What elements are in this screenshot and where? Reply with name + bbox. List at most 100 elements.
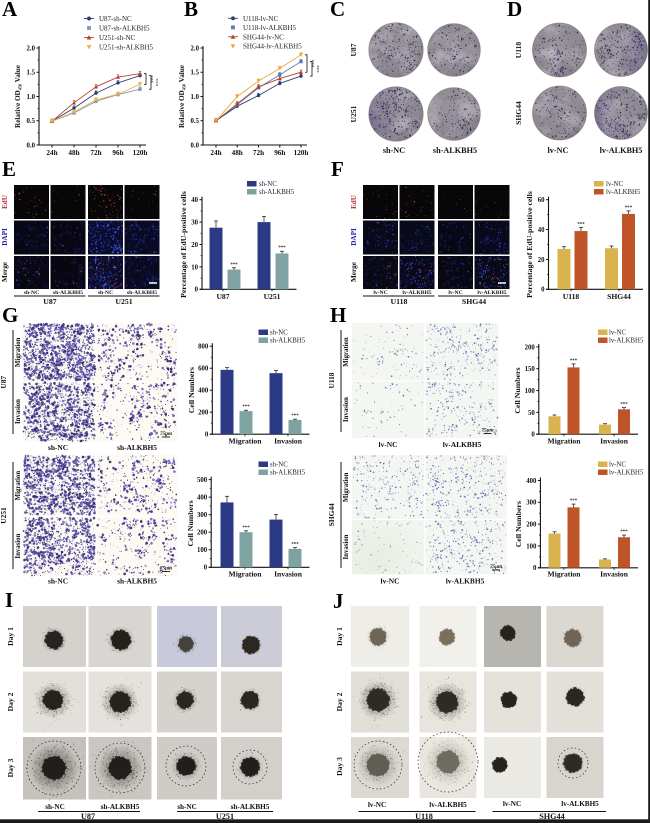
svg-text:400: 400 <box>198 388 209 395</box>
svg-text:50: 50 <box>528 410 535 417</box>
svg-text:72h: 72h <box>90 149 101 157</box>
svg-text:lv-NC: lv-NC <box>381 577 400 586</box>
svg-text:96h: 96h <box>112 149 123 157</box>
svg-text:200: 200 <box>197 530 208 537</box>
svg-text:lv-ALKBH5: lv-ALKBH5 <box>561 800 599 808</box>
svg-text:sh-ALKBH5: sh-ALKBH5 <box>127 290 157 296</box>
svg-text:***: *** <box>148 75 154 83</box>
svg-text:sh-ALKBH5: sh-ALKBH5 <box>270 337 306 344</box>
svg-text:Invasion: Invasion <box>600 437 629 446</box>
svg-text:U118-lv-ALKBH5: U118-lv-ALKBH5 <box>243 24 297 32</box>
svg-text:120h: 120h <box>294 149 309 157</box>
svg-text:300: 300 <box>526 500 537 507</box>
svg-text:***: *** <box>625 206 633 211</box>
svg-text:200: 200 <box>525 344 536 351</box>
svg-text:sh-NC: sh-NC <box>45 803 65 811</box>
svg-text:lv-ALKBH5: lv-ALKBH5 <box>609 337 644 344</box>
svg-text:30: 30 <box>191 220 198 227</box>
svg-text:Invasion: Invasion <box>274 437 303 446</box>
svg-text:SHG44: SHG44 <box>514 101 523 125</box>
svg-text:sh-NC: sh-NC <box>270 329 288 336</box>
svg-text:lv-NC: lv-NC <box>448 290 462 296</box>
svg-text:Merge: Merge <box>1 262 9 282</box>
svg-text:24h: 24h <box>210 149 221 157</box>
svg-text:lv-NC: lv-NC <box>548 146 569 155</box>
svg-text:Percentage of EdU-positive cel: Percentage of EdU-positive cells <box>525 191 534 298</box>
svg-text:75μm: 75μm <box>160 431 172 437</box>
svg-text:G: G <box>2 303 18 327</box>
svg-text:***: *** <box>153 79 159 87</box>
svg-text:J: J <box>333 589 344 613</box>
svg-text:U251-sh-NC: U251-sh-NC <box>99 34 135 42</box>
svg-text:lv-ALKBH5: lv-ALKBH5 <box>429 801 467 809</box>
svg-text:Migration: Migration <box>548 570 582 579</box>
svg-text:D: D <box>507 0 522 21</box>
svg-text:Cell Numbers: Cell Numbers <box>514 501 523 547</box>
svg-text:lv-NC: lv-NC <box>379 440 398 449</box>
svg-text:***: *** <box>278 246 286 251</box>
svg-text:Day 3: Day 3 <box>335 757 344 776</box>
svg-text:SHG44: SHG44 <box>327 503 336 526</box>
svg-text:U118: U118 <box>391 297 408 306</box>
svg-text:***: *** <box>570 359 578 364</box>
svg-text:U87: U87 <box>349 43 358 56</box>
svg-text:U87-sh-NC: U87-sh-NC <box>99 15 132 23</box>
svg-text:10: 10 <box>191 264 198 271</box>
svg-text:***: *** <box>291 414 299 419</box>
svg-text:60: 60 <box>538 197 545 204</box>
svg-text:lv-ALKBH5: lv-ALKBH5 <box>600 146 643 155</box>
svg-text:***: *** <box>570 499 578 504</box>
svg-text:U251: U251 <box>264 292 281 301</box>
svg-text:C: C <box>330 0 345 21</box>
svg-text:U118: U118 <box>415 812 433 821</box>
svg-text:B: B <box>184 0 198 21</box>
svg-text:100: 100 <box>197 547 208 554</box>
svg-text:EdU: EdU <box>350 194 358 209</box>
svg-text:U87: U87 <box>216 292 229 301</box>
svg-text:sh-ALKBH5: sh-ALKBH5 <box>117 577 157 586</box>
svg-text:20: 20 <box>191 242 198 249</box>
svg-text:lv-ALKBH5: lv-ALKBH5 <box>446 577 485 586</box>
svg-text:Migration: Migration <box>15 471 22 501</box>
svg-text:SHG44: SHG44 <box>539 812 564 821</box>
svg-text:U251-sh-ALKBH5: U251-sh-ALKBH5 <box>99 44 154 52</box>
svg-text:***: *** <box>230 263 238 268</box>
svg-text:U118: U118 <box>563 292 580 301</box>
svg-text:1.5: 1.5 <box>27 70 36 77</box>
svg-text:sh-ALKBH5: sh-ALKBH5 <box>101 803 140 811</box>
svg-text:DAPI: DAPI <box>1 228 9 246</box>
svg-text:300: 300 <box>197 512 208 519</box>
svg-text:150: 150 <box>525 366 536 373</box>
svg-text:Invasion: Invasion <box>343 534 350 559</box>
svg-text:***: *** <box>309 60 315 68</box>
svg-text:24h: 24h <box>46 149 57 157</box>
svg-text:sh-NC: sh-NC <box>270 461 288 468</box>
svg-text:Migration: Migration <box>229 437 263 446</box>
svg-text:1.0: 1.0 <box>191 94 200 101</box>
svg-text:U118-lv-NC: U118-lv-NC <box>243 15 278 23</box>
svg-text:lv-ALKBH5: lv-ALKBH5 <box>402 290 431 296</box>
svg-text:Migration: Migration <box>343 337 350 367</box>
svg-text:SHG44: SHG44 <box>462 297 486 306</box>
svg-text:0: 0 <box>195 287 199 294</box>
svg-text:lv-NC: lv-NC <box>609 461 626 468</box>
svg-text:100: 100 <box>525 388 536 395</box>
svg-text:0.5: 0.5 <box>191 118 200 125</box>
svg-text:***: *** <box>577 222 585 227</box>
svg-text:U118: U118 <box>514 42 523 59</box>
svg-text:0.0: 0.0 <box>27 142 36 149</box>
svg-text:F: F <box>331 157 344 181</box>
svg-text:1.5: 1.5 <box>191 70 200 77</box>
svg-text:Invasion: Invasion <box>15 533 22 558</box>
svg-text:sh-ALKBH5: sh-ALKBH5 <box>270 469 306 476</box>
svg-text:SHG44: SHG44 <box>607 292 631 301</box>
svg-text:48h: 48h <box>232 149 243 157</box>
svg-text:Invasion: Invasion <box>15 399 22 424</box>
svg-text:0: 0 <box>541 287 545 294</box>
svg-text:Relative OD450 Value: Relative OD450 Value <box>14 65 23 128</box>
svg-text:75μm: 75μm <box>160 566 172 572</box>
svg-text:100: 100 <box>526 543 537 550</box>
svg-text:sh-NC: sh-NC <box>48 577 68 586</box>
svg-text:lv-ALKBH5: lv-ALKBH5 <box>606 189 641 196</box>
svg-text:400: 400 <box>526 478 537 485</box>
